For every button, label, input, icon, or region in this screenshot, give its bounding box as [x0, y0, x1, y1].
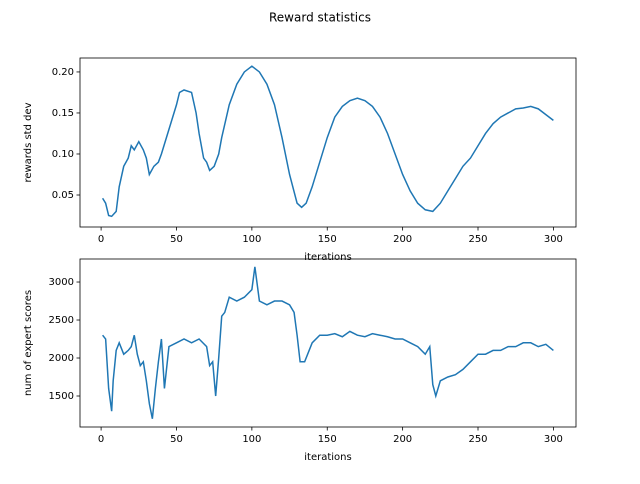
y-tick-label: 0.10: [52, 149, 74, 160]
y-tick-label: 0.05: [52, 190, 74, 201]
x-tick-label: 250: [468, 434, 487, 445]
x-tick-label: 50: [170, 234, 183, 245]
data-line: [102, 266, 554, 419]
x-tick-label: 0: [98, 434, 104, 445]
x-tick-label: 300: [544, 234, 563, 245]
y-tick-label: 2000: [49, 353, 74, 364]
x-tick-label: 0: [98, 234, 104, 245]
x-tick-label: 250: [468, 234, 487, 245]
x-tick-label: 150: [318, 434, 337, 445]
y-tick-label: 3000: [49, 277, 74, 288]
y-tick-label: 1500: [49, 391, 74, 402]
x-tick-label: 100: [242, 234, 261, 245]
x-tick-label: 150: [318, 234, 337, 245]
axes-frame: [79, 258, 577, 428]
x-axis-label: iterations: [304, 452, 351, 463]
axes-frame: [79, 57, 577, 228]
figure-title: Reward statistics: [269, 11, 371, 25]
y-tick-label: 0.20: [52, 67, 74, 78]
y-axis-label: num of expert scores: [23, 290, 34, 396]
y-tick-label: 2500: [49, 315, 74, 326]
x-tick-label: 100: [242, 434, 261, 445]
x-tick-label: 300: [544, 434, 563, 445]
x-axis-label: iterations: [304, 252, 351, 263]
data-line: [101, 65, 554, 218]
x-tick-label: 50: [170, 434, 183, 445]
x-tick-label: 200: [393, 434, 412, 445]
x-tick-label: 200: [393, 234, 412, 245]
y-tick-label: 0.15: [52, 108, 74, 119]
y-axis-label: rewards std dev: [23, 102, 34, 182]
